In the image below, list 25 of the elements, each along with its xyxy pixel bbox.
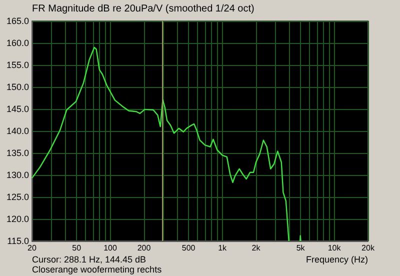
y-tick-label: 145.0 [6,104,29,114]
x-tick-label: 20 [28,244,37,252]
x-axis-title: Frequency (Hz) [306,254,368,264]
x-tick-label: 100 [104,244,118,252]
text: Cursor: 288.1 Hz, 144.45 dB [32,254,146,264]
x-tick-label: 20k [362,244,376,252]
y-tick-label: 165.0 [6,16,29,26]
chart-title: FR Magnitude dB re 20uPa/V (smoothed 1/24 oct) [32,4,254,14]
y-tick-label: 115.0 [7,236,29,246]
x-tick-label: 1k [218,244,228,252]
y-tick-label: 155.0 [6,60,29,70]
x-tick-label: 50 [72,244,82,252]
x-tick-label: 2k [252,244,262,252]
y-tick-label: 135.0 [6,148,29,158]
y-tick-label: 150.0 [6,82,29,92]
y-tick-label: 125.0 [6,192,29,202]
x-tick-label: 200 [137,244,152,252]
y-tick-label: 160.0 [6,38,29,48]
y-tick-label: 140.0 [6,126,29,136]
text: Closerange woofermeting rechts [32,264,162,274]
x-tick-label: 5k [296,244,306,252]
x-tick-label: 10k [328,244,342,252]
y-tick-label: 120.0 [6,214,29,224]
x-tick-label: 500 [182,244,196,252]
y-tick-label: 130.0 [6,170,29,180]
